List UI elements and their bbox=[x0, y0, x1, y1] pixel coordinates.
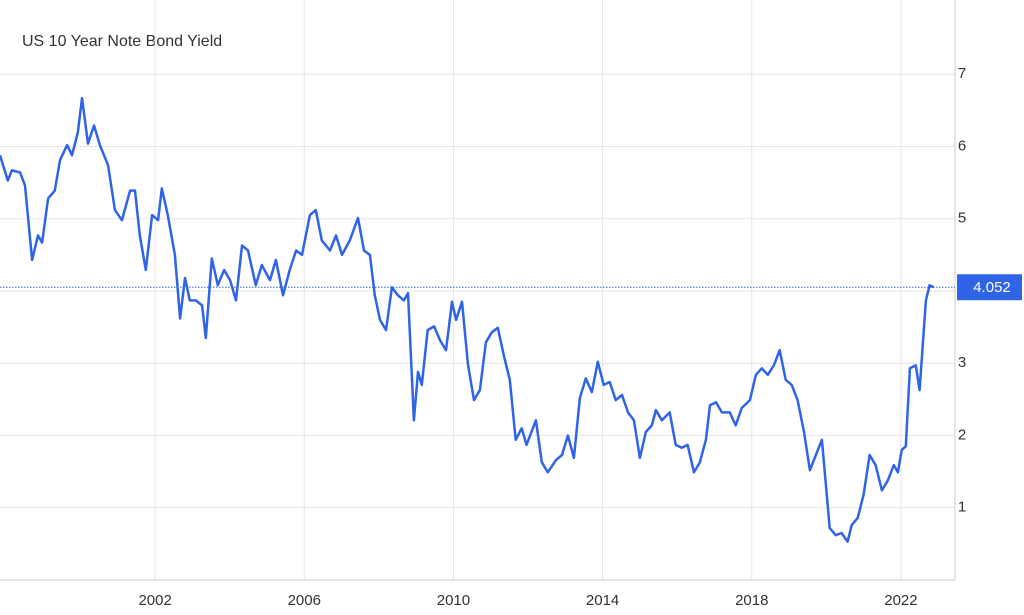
y-tick-label: 5 bbox=[958, 210, 966, 227]
y-tick-label: 1 bbox=[958, 499, 966, 516]
x-tick-label: 2022 bbox=[884, 592, 917, 609]
y-tick-label: 3 bbox=[958, 354, 966, 371]
line bbox=[0, 96, 935, 543]
x-tick-label: 2018 bbox=[735, 592, 768, 609]
x-tick-label: 2014 bbox=[586, 592, 619, 609]
y-tick-label: 2 bbox=[958, 426, 966, 443]
x-tick-label: 2006 bbox=[288, 592, 321, 609]
last-value-box bbox=[957, 274, 1022, 301]
x-tick-label: 2002 bbox=[138, 592, 171, 609]
y-tick-label: 7 bbox=[958, 65, 966, 82]
last-value-label: 4.052 bbox=[973, 279, 1011, 296]
y-tick-label: 6 bbox=[958, 137, 966, 154]
chart-title: US 10 Year Note Bond Yield bbox=[22, 33, 222, 50]
x-tick-label: 2010 bbox=[437, 592, 470, 609]
